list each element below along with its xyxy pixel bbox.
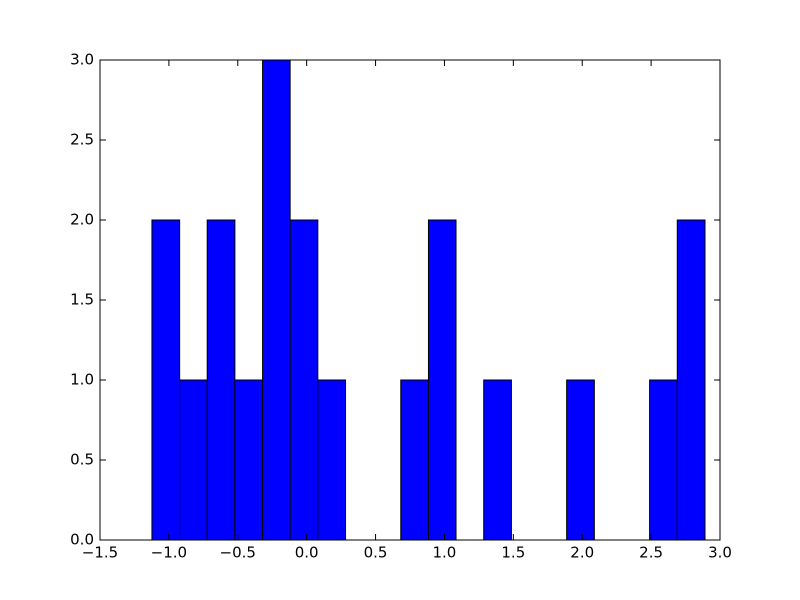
y-tick-label: 2.5 xyxy=(70,131,94,149)
x-tick-label: −1.0 xyxy=(151,544,187,562)
x-tick-label: −0.5 xyxy=(220,544,256,562)
x-tick-label: 3.0 xyxy=(708,544,732,562)
bar xyxy=(151,219,181,541)
x-tick-label: 0.5 xyxy=(364,544,388,562)
bar xyxy=(566,379,595,541)
bar xyxy=(427,219,457,541)
y-tick-label: 1.5 xyxy=(70,291,94,309)
x-tick-label: 0.0 xyxy=(295,544,319,562)
y-tick-label: 2.0 xyxy=(70,211,94,229)
bar xyxy=(400,379,429,541)
bar xyxy=(262,59,291,541)
bar xyxy=(676,219,706,541)
bar xyxy=(179,379,208,541)
y-tick-label: 0.5 xyxy=(70,451,94,469)
y-tick-label: 1.0 xyxy=(70,371,94,389)
x-tick-label: 2.0 xyxy=(570,544,594,562)
bar xyxy=(234,379,264,541)
bar xyxy=(649,379,678,541)
x-tick-label: 2.5 xyxy=(639,544,663,562)
y-tick-label: 0.0 xyxy=(70,531,94,549)
bar xyxy=(483,379,512,541)
x-tick-label: −1.5 xyxy=(82,544,118,562)
bar xyxy=(289,219,319,541)
bar xyxy=(317,379,347,541)
x-tick-label: 1.0 xyxy=(433,544,457,562)
bar xyxy=(206,219,236,541)
x-tick-label: 1.5 xyxy=(501,544,525,562)
y-tick-label: 3.0 xyxy=(70,51,94,69)
